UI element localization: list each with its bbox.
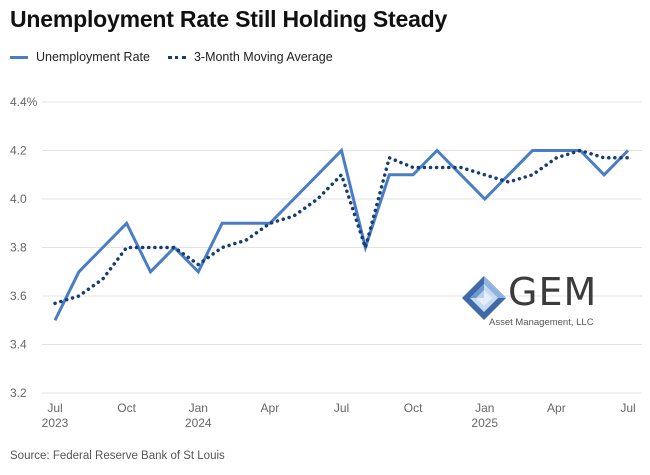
y-tick-label: 4.0 — [10, 192, 27, 206]
legend-swatch-dotted — [167, 55, 186, 59]
y-tick-label: 3.4 — [10, 338, 27, 352]
x-tick-label: Jan — [475, 401, 494, 415]
y-tick-label: 3.2 — [10, 386, 27, 400]
y-tick-label: 4.4% — [10, 95, 38, 109]
x-tick-year-label: 2025 — [471, 416, 498, 430]
x-tick-year-label: 2024 — [185, 416, 212, 430]
source-note: Source: Federal Reserve Bank of St Louis — [10, 450, 225, 462]
x-tick-label: Jan — [189, 401, 208, 415]
legend-label-moving-average: 3-Month Moving Average — [193, 50, 333, 64]
legend-swatch-solid — [10, 55, 28, 59]
logo-subtitle: Asset Management, LLC — [489, 317, 594, 328]
x-tick-label: Apr — [547, 401, 566, 415]
legend-item-moving-average: 3-Month Moving Average — [167, 50, 333, 64]
chart-title: Unemployment Rate Still Holding Steady — [10, 6, 448, 32]
y-tick-label: 3.6 — [10, 289, 27, 303]
x-tick-label: Oct — [404, 401, 423, 415]
legend-label-unemployment-rate: Unemployment Rate — [36, 50, 150, 64]
series-line-moving-average — [53, 148, 630, 306]
legend-item-unemployment-rate: Unemployment Rate — [10, 50, 150, 64]
x-tick-year-label: 2023 — [42, 416, 69, 430]
x-tick-label: Oct — [117, 401, 136, 415]
x-tick-label: Apr — [261, 401, 280, 415]
x-tick-label: Jul — [47, 401, 62, 415]
y-tick-label: 3.8 — [10, 241, 27, 255]
y-tick-label: 4.2 — [10, 144, 27, 158]
gem-logo: GEM Asset Management, LLC — [462, 270, 602, 332]
diamond-logo-icon — [462, 276, 506, 320]
x-tick-label: Jul — [620, 401, 635, 415]
x-tick-label: Jul — [334, 401, 349, 415]
legend: Unemployment Rate 3-Month Moving Average — [10, 50, 351, 64]
logo-wordmark: GEM — [508, 270, 598, 314]
series-line-unemployment-rate — [53, 147, 630, 321]
